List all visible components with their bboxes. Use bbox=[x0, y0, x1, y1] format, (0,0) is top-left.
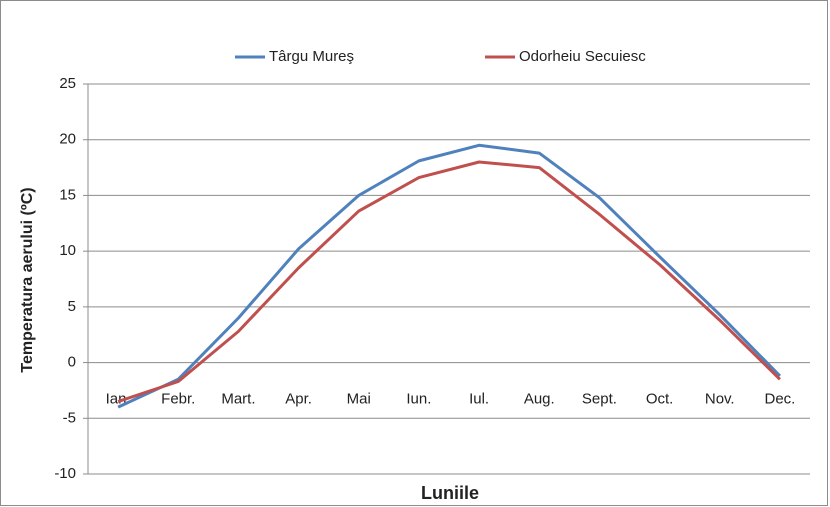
y-tick-label: 15 bbox=[59, 186, 76, 203]
x-tick-label: Oct. bbox=[646, 391, 674, 408]
series-line bbox=[117, 143, 781, 409]
x-tick-label: Febr. bbox=[161, 391, 195, 408]
y-tick-label: -10 bbox=[54, 465, 76, 482]
y-tick-label: 25 bbox=[59, 75, 76, 92]
x-tick-label: Iun. bbox=[406, 391, 431, 408]
x-tick-label: Nov. bbox=[705, 391, 735, 408]
legend-label: Târgu Mureş bbox=[269, 48, 354, 65]
y-tick-label: -5 bbox=[63, 409, 76, 426]
x-tick-label: Mart. bbox=[221, 391, 255, 408]
y-tick-label: 0 bbox=[68, 354, 76, 371]
x-tick-label: Iul. bbox=[469, 391, 489, 408]
y-axis-title: Temperatura aerului (ºC) bbox=[19, 187, 36, 372]
y-tick-label: 20 bbox=[59, 131, 76, 148]
series-line bbox=[117, 160, 781, 403]
x-tick-label: Dec. bbox=[764, 391, 795, 408]
y-tick-label: 5 bbox=[68, 298, 76, 315]
x-tick-label: Mai bbox=[347, 391, 371, 408]
legend-label: Odorheiu Secuiesc bbox=[519, 48, 646, 65]
y-tick-label: 10 bbox=[59, 242, 76, 259]
x-axis-title: Luniile bbox=[421, 483, 479, 503]
x-tick-label: Apr. bbox=[285, 391, 312, 408]
x-tick-label: Sept. bbox=[582, 391, 617, 408]
x-tick-label: Aug. bbox=[524, 391, 555, 408]
